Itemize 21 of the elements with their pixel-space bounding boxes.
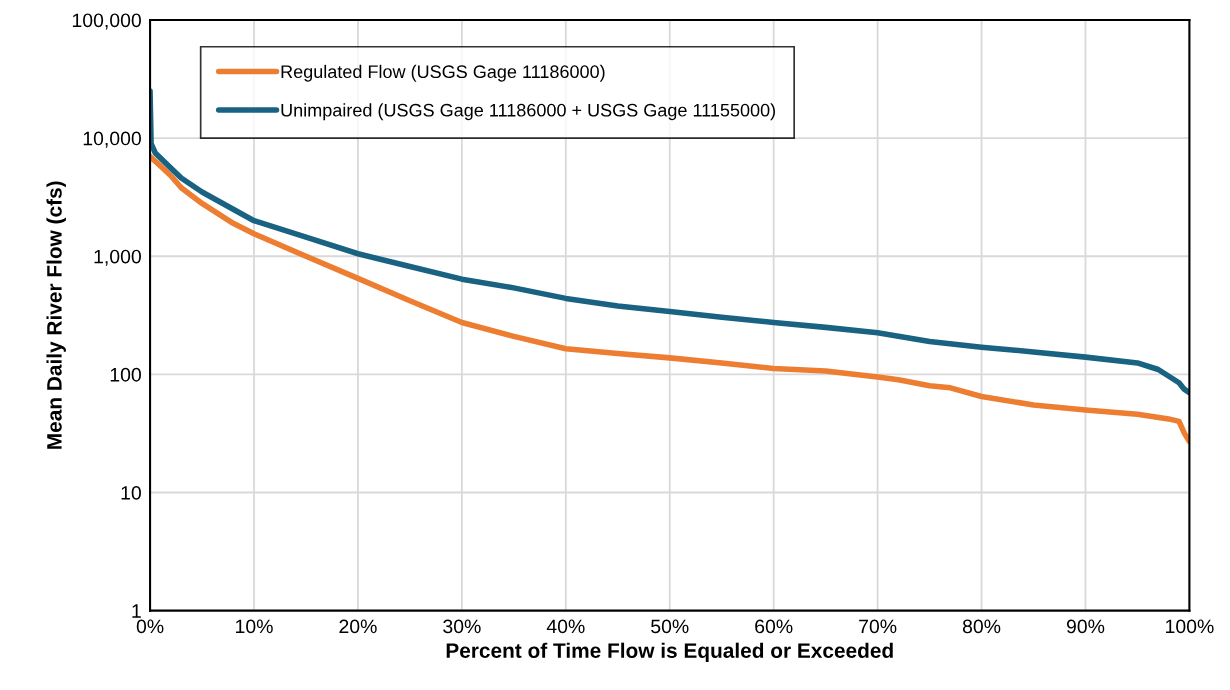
- x-tick-label: 10%: [236, 619, 273, 634]
- x-tick-label: 70%: [859, 619, 897, 634]
- y-tick-label: 10,000: [83, 131, 141, 148]
- x-tick-label: 30%: [443, 619, 481, 634]
- y-tick-label: 100,000: [72, 13, 141, 30]
- x-axis-title: Percent of Time Flow is Equaled or Exceeded: [446, 642, 893, 663]
- y-tick-label: 100: [110, 367, 141, 382]
- x-tick-label: 40%: [546, 619, 585, 634]
- y-tick-label: 10: [121, 485, 141, 500]
- x-tick-label: 20%: [339, 619, 377, 634]
- legend-label: Regulated Flow (USGS Gage 11186000): [281, 64, 605, 82]
- legend-label: Unimpaired (USGS Gage 11186000 + USGS Gage 11155000): [281, 103, 776, 121]
- y-tick-label: 1,000: [94, 249, 141, 266]
- y-tick-label: 1: [132, 604, 141, 618]
- x-tick-label: 100%: [1166, 619, 1214, 634]
- x-tick-label: 80%: [962, 619, 1001, 634]
- x-tick-label: 90%: [1066, 619, 1105, 634]
- y-axis-title: Mean Daily River Flow (cfs): [46, 181, 66, 449]
- x-tick-label: 0%: [136, 619, 164, 634]
- x-tick-label: 60%: [755, 619, 793, 634]
- x-tick-label: 50%: [651, 619, 689, 634]
